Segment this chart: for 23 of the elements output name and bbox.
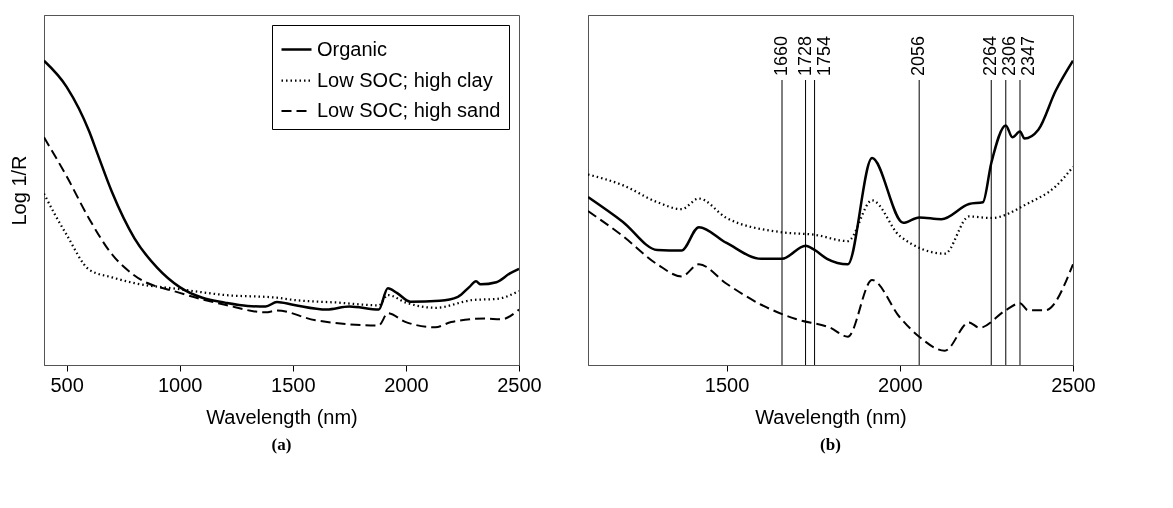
x-tick-label: 2500 <box>497 373 542 396</box>
legend-label: Organic <box>317 37 388 60</box>
y-axis-title: Log 1/R <box>7 155 30 226</box>
ref-line-label: 1754 <box>813 35 834 76</box>
x-tick-label: 2500 <box>1051 373 1096 396</box>
text: (a) <box>271 435 292 454</box>
x-tick-label: 2000 <box>878 373 923 396</box>
ref-line-label: 1728 <box>794 35 815 76</box>
x-tick-label: 2000 <box>384 373 429 396</box>
text: (b) <box>820 435 841 454</box>
x-axis-title: Wavelength (nm) <box>755 405 907 428</box>
legend-label: Low SOC; high clay <box>317 68 493 91</box>
ref-line-label: 2056 <box>908 35 929 76</box>
x-axis-title: Wavelength (nm) <box>206 405 358 428</box>
x-tick-label: 500 <box>50 373 84 396</box>
ref-line-label: 2347 <box>1018 35 1039 76</box>
x-tick-label: 1000 <box>157 373 203 396</box>
legend-label: Low SOC; high sand <box>317 99 501 121</box>
x-tick-label: 1500 <box>704 373 750 396</box>
x-tick-label: 1500 <box>271 373 316 396</box>
ref-line-label: 1660 <box>771 35 791 76</box>
ref-line-label: 2306 <box>999 35 1020 76</box>
ref-line-label: 2264 <box>980 35 1001 76</box>
